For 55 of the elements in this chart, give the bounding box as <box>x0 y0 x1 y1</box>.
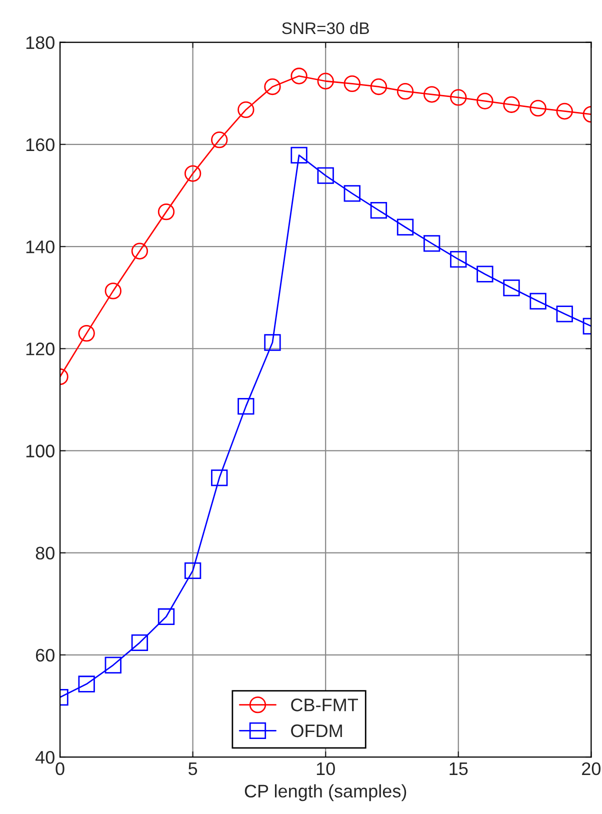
point <box>476 266 494 282</box>
point <box>211 132 228 148</box>
y-tick-label: 40 <box>35 750 54 764</box>
y-tick-label: 60 <box>36 648 54 662</box>
x-tick-label: 5 <box>188 762 198 776</box>
legend-label: OFDM <box>291 724 342 738</box>
point <box>556 306 573 322</box>
point <box>370 202 388 219</box>
y-tick-label: 100 <box>26 444 54 458</box>
point <box>211 469 228 486</box>
point <box>450 89 467 106</box>
point <box>78 676 95 692</box>
point <box>131 242 148 260</box>
point <box>184 562 202 580</box>
y-tick-label: 160 <box>26 138 54 152</box>
x-tick-label: 20 <box>582 762 600 776</box>
x-tick-label: 0 <box>56 762 64 776</box>
point <box>104 656 122 674</box>
point <box>503 280 520 296</box>
point <box>530 292 546 310</box>
point <box>317 72 334 90</box>
y-tick-label: 140 <box>26 240 54 254</box>
point <box>264 78 281 96</box>
y-tick-label: 80 <box>36 546 54 560</box>
point <box>317 167 334 184</box>
point <box>370 78 388 96</box>
point <box>344 75 360 92</box>
point <box>450 250 467 268</box>
point <box>423 235 440 252</box>
point <box>264 334 281 351</box>
point <box>238 101 254 118</box>
x-tick-label: 10 <box>316 762 335 776</box>
point <box>131 634 148 652</box>
point <box>556 102 573 120</box>
point <box>78 324 95 342</box>
point <box>158 608 175 625</box>
point <box>396 218 414 236</box>
point <box>423 86 440 103</box>
point <box>396 83 414 100</box>
legend-label: CB-FMT <box>291 698 358 712</box>
x-tick-label: 15 <box>450 762 468 776</box>
point <box>104 282 122 300</box>
point <box>530 100 546 117</box>
chart-title: SNR=30 dB <box>282 22 369 34</box>
point <box>503 96 520 113</box>
y-tick-label: 180 <box>26 36 54 50</box>
point <box>238 398 254 415</box>
x-axis-title: CP length (samples) <box>244 784 406 802</box>
point <box>476 92 494 110</box>
point <box>344 185 360 202</box>
point <box>290 146 308 164</box>
y-tick-label: 120 <box>26 342 54 356</box>
point <box>184 165 202 182</box>
point <box>158 203 175 220</box>
point <box>290 68 308 84</box>
